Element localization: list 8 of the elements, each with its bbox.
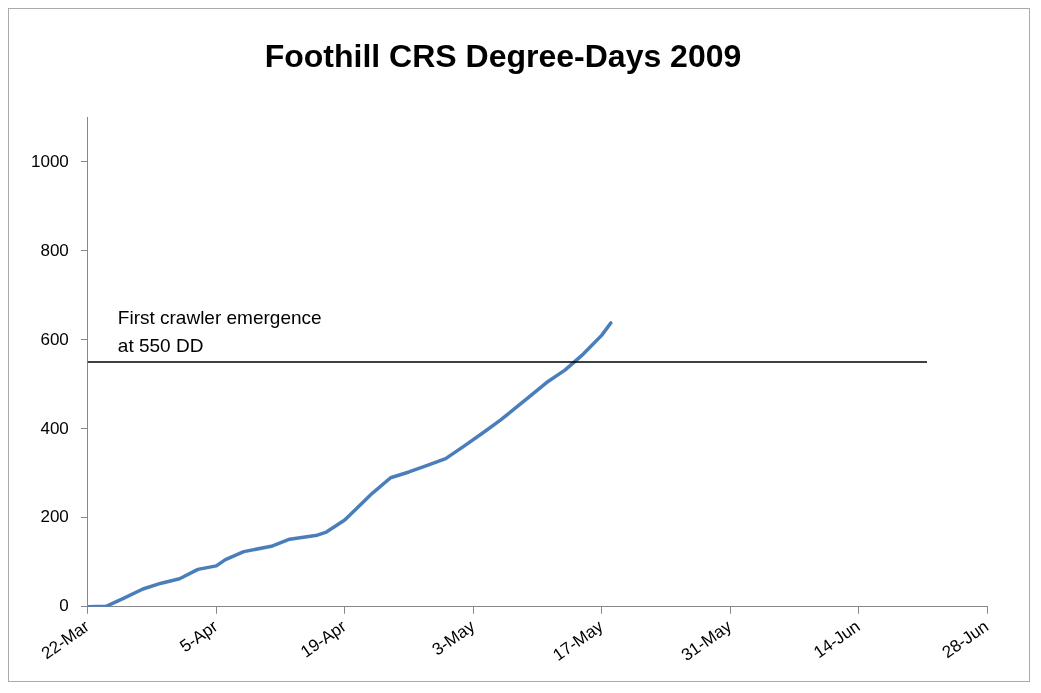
- y-tick-label: 1000: [30, 151, 69, 171]
- y-tick-label: 400: [40, 418, 69, 438]
- ref-line-label: First crawler emergence at 550 DD: [117, 306, 322, 356]
- y-tick-label: 200: [40, 507, 69, 527]
- y-tick-label: 0: [59, 596, 69, 616]
- y-tick-label: 600: [40, 329, 69, 349]
- chart-title: Foothill CRS Degree-Days 2009: [264, 38, 742, 75]
- y-tick-label: 800: [40, 240, 69, 260]
